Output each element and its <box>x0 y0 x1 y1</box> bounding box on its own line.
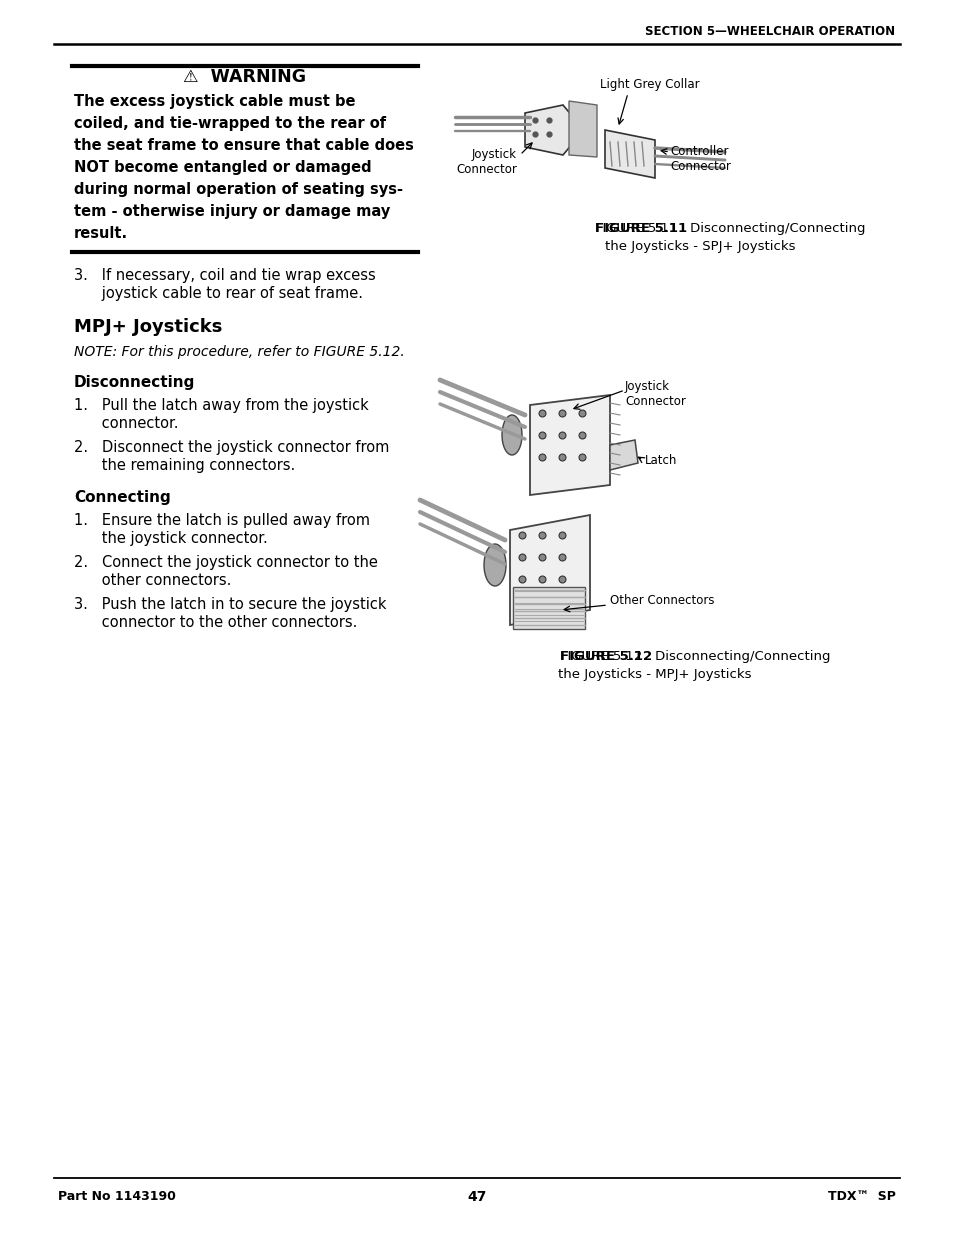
Text: FIGURE 5.12: FIGURE 5.12 <box>559 650 652 663</box>
Text: the Joysticks - SPJ+ Joysticks: the Joysticks - SPJ+ Joysticks <box>604 240 795 253</box>
Text: the Joysticks - MPJ+ Joysticks: the Joysticks - MPJ+ Joysticks <box>558 668 751 680</box>
Text: tem - otherwise injury or damage may: tem - otherwise injury or damage may <box>74 204 390 219</box>
Text: Controller
Connector: Controller Connector <box>669 144 730 173</box>
Text: Light Grey Collar: Light Grey Collar <box>599 78 700 91</box>
Bar <box>513 587 584 629</box>
Text: 2.   Disconnect the joystick connector from: 2. Disconnect the joystick connector fro… <box>74 440 389 454</box>
Text: NOT become entangled or damaged: NOT become entangled or damaged <box>74 161 372 175</box>
Polygon shape <box>530 395 609 495</box>
Polygon shape <box>568 101 597 157</box>
Text: FIGURE 5.11   Disconnecting/Connecting: FIGURE 5.11 Disconnecting/Connecting <box>595 222 864 235</box>
Text: SECTION 5—WHEELCHAIR OPERATION: SECTION 5—WHEELCHAIR OPERATION <box>644 25 894 38</box>
Text: the seat frame to ensure that cable does: the seat frame to ensure that cable does <box>74 138 414 153</box>
Text: 3.   If necessary, coil and tie wrap excess: 3. If necessary, coil and tie wrap exces… <box>74 268 375 283</box>
Text: 3.   Push the latch in to secure the joystick: 3. Push the latch in to secure the joyst… <box>74 597 386 613</box>
Text: other connectors.: other connectors. <box>74 573 232 588</box>
Polygon shape <box>510 515 589 625</box>
Text: 1.   Ensure the latch is pulled away from: 1. Ensure the latch is pulled away from <box>74 513 370 529</box>
Ellipse shape <box>483 543 505 585</box>
Text: TDX™  SP: TDX™ SP <box>827 1191 895 1203</box>
Text: The excess joystick cable must be: The excess joystick cable must be <box>74 94 355 109</box>
Text: FIGURE 5.11: FIGURE 5.11 <box>595 222 686 235</box>
Text: result.: result. <box>74 226 128 241</box>
Text: connector.: connector. <box>74 416 178 431</box>
Text: during normal operation of seating sys-: during normal operation of seating sys- <box>74 182 402 198</box>
Polygon shape <box>604 130 655 178</box>
Text: the joystick connector.: the joystick connector. <box>74 531 268 546</box>
Text: connector to the other connectors.: connector to the other connectors. <box>74 615 357 630</box>
Text: Connecting: Connecting <box>74 490 171 505</box>
Text: Other Connectors: Other Connectors <box>609 594 714 606</box>
Text: the remaining connectors.: the remaining connectors. <box>74 458 294 473</box>
Text: Part No 1143190: Part No 1143190 <box>58 1191 175 1203</box>
Polygon shape <box>609 440 638 471</box>
Text: Joystick
Connector: Joystick Connector <box>456 148 517 177</box>
Text: NOTE: For this procedure, refer to FIGURE 5.12.: NOTE: For this procedure, refer to FIGUR… <box>74 345 404 359</box>
Text: Disconnecting: Disconnecting <box>74 375 195 390</box>
Polygon shape <box>524 105 573 156</box>
Text: ⚠  WARNING: ⚠ WARNING <box>183 68 306 86</box>
Text: joystick cable to rear of seat frame.: joystick cable to rear of seat frame. <box>74 287 363 301</box>
Text: Latch: Latch <box>644 453 677 467</box>
Ellipse shape <box>501 415 521 454</box>
Text: coiled, and tie-wrapped to the rear of: coiled, and tie-wrapped to the rear of <box>74 116 386 131</box>
Text: Joystick
Connector: Joystick Connector <box>624 380 685 408</box>
Text: 47: 47 <box>467 1191 486 1204</box>
Text: FIGURE 5.12   Disconnecting/Connecting: FIGURE 5.12 Disconnecting/Connecting <box>559 650 830 663</box>
Text: MPJ+ Joysticks: MPJ+ Joysticks <box>74 317 222 336</box>
Text: 1.   Pull the latch away from the joystick: 1. Pull the latch away from the joystick <box>74 398 369 412</box>
Text: 2.   Connect the joystick connector to the: 2. Connect the joystick connector to the <box>74 555 377 571</box>
